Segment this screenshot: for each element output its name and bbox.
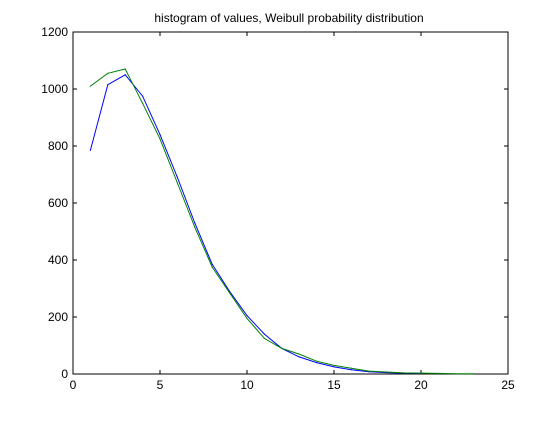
- series-2-point: [333, 364, 335, 367]
- y-tick-label: 400: [48, 253, 68, 267]
- series-2-point: [159, 138, 161, 140]
- series-1-point: [211, 263, 213, 265]
- series-2-point: [194, 226, 196, 228]
- series-1-point: [246, 314, 248, 317]
- series-2-point: [298, 353, 300, 355]
- plot-area: [72, 31, 509, 375]
- x-tick-label: 20: [414, 378, 428, 392]
- series-2-point: [107, 72, 109, 74]
- series-2-point: [437, 372, 439, 375]
- series-2-point: [229, 292, 231, 294]
- x-tick-label: 0: [70, 378, 77, 392]
- series-2-point: [124, 68, 126, 70]
- series-2-point: [350, 367, 352, 369]
- x-tick-label: 25: [501, 378, 515, 392]
- series-2-point: [281, 347, 283, 349]
- y-tick-label: 0: [61, 367, 68, 381]
- series-1-point: [89, 149, 91, 151]
- y-tick-label: 1000: [41, 82, 68, 96]
- series-1-point: [194, 222, 196, 224]
- series-2-point: [263, 337, 265, 339]
- series-1-point: [316, 362, 318, 364]
- series-1-point: [107, 84, 109, 86]
- series-2-point: [403, 372, 405, 374]
- chart-title: histogram of values, Weibull probability…: [154, 11, 423, 25]
- x-tick-label: 5: [157, 378, 164, 392]
- series-2-point: [211, 266, 213, 268]
- series-2-point: [472, 373, 474, 375]
- series-2-point: [385, 371, 387, 373]
- x-tick-label: 15: [327, 378, 341, 392]
- series-1-point: [159, 134, 161, 136]
- series-1-point: [333, 366, 335, 368]
- y-tick-label: 800: [48, 139, 68, 153]
- series-1-point: [350, 369, 352, 371]
- series-2-point: [368, 370, 370, 372]
- series-2-point: [420, 372, 422, 374]
- y-tick-label: 600: [48, 196, 68, 210]
- series-2-point: [246, 317, 248, 320]
- y-tick-label: 1200: [41, 25, 68, 39]
- series-1-point: [298, 356, 300, 358]
- y-tick-label: 200: [48, 310, 68, 324]
- series-1-point: [124, 74, 126, 76]
- series-2-point: [455, 373, 457, 375]
- series-2-point: [89, 85, 91, 87]
- series-2-point: [142, 102, 144, 104]
- series-1-point: [263, 333, 265, 335]
- series-line-1: [89, 74, 422, 374]
- series-1-point: [176, 176, 178, 178]
- x-tick-label: 10: [240, 378, 254, 392]
- series-2-point: [316, 360, 318, 362]
- series-2-point: [176, 182, 178, 184]
- series-1-point: [142, 95, 144, 97]
